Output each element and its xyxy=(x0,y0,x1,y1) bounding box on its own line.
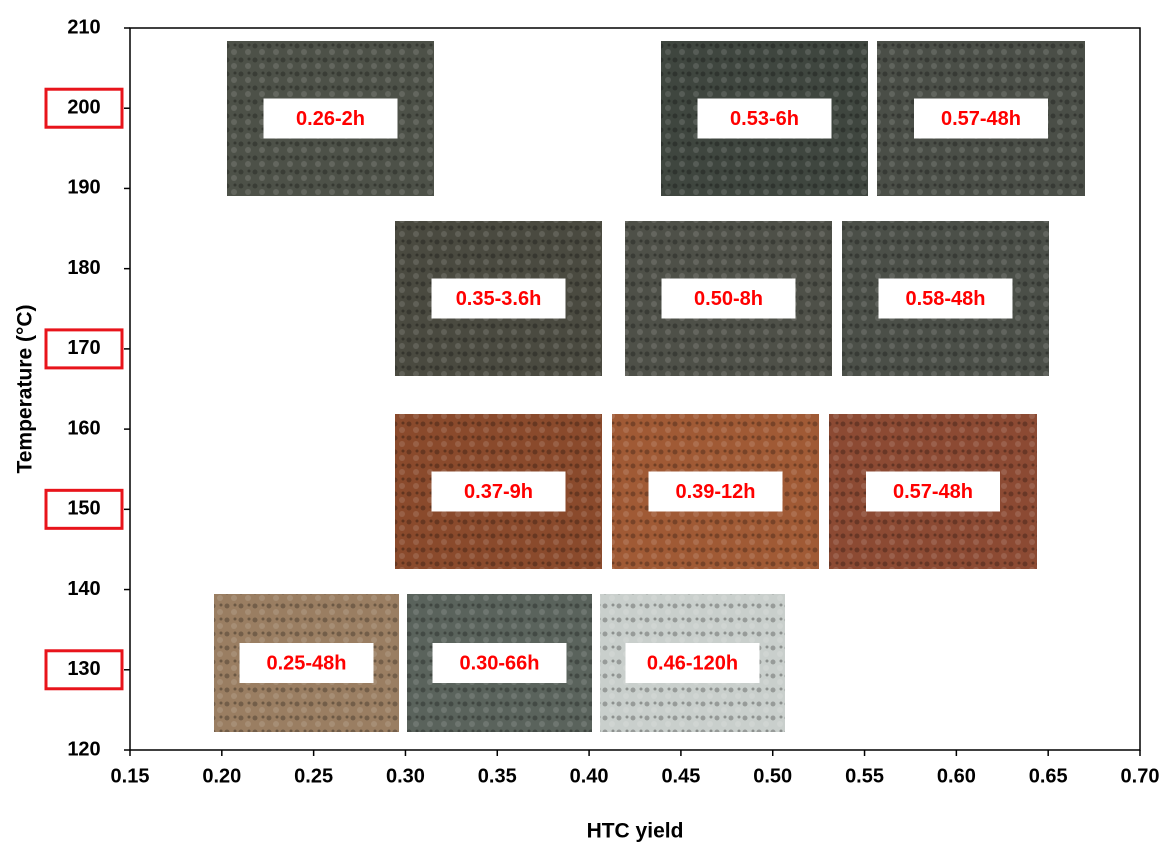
y-tick-label: 130 xyxy=(67,658,100,680)
sample-label: 0.58-48h xyxy=(905,288,985,310)
label-box xyxy=(432,643,567,683)
sample-label: 0.35-3.6h xyxy=(456,288,542,310)
x-tick-label: 0.60 xyxy=(937,765,976,787)
sample-label: 0.39-12h xyxy=(675,481,755,503)
x-tick-label: 0.50 xyxy=(753,765,792,787)
y-tick-label: 190 xyxy=(67,177,100,199)
y-tick-label: 210 xyxy=(67,16,100,38)
sample-label: 0.57-48h xyxy=(893,481,973,503)
label-box xyxy=(697,98,832,139)
label-box xyxy=(431,471,566,512)
sample-label: 0.25-48h xyxy=(266,652,346,674)
label-box xyxy=(878,278,1013,319)
y-tick-label: 120 xyxy=(67,738,100,760)
label-box xyxy=(661,278,796,319)
sample-label: 0.37-9h xyxy=(464,481,533,503)
label-box xyxy=(431,278,566,319)
y-tick-label: 160 xyxy=(67,417,100,439)
x-tick-label: 0.35 xyxy=(478,765,517,787)
tick-highlight xyxy=(44,488,124,530)
label-box xyxy=(239,643,374,683)
y-tick-label: 180 xyxy=(67,257,100,279)
y-tick-label: 140 xyxy=(67,578,100,600)
y-tick-label: 170 xyxy=(67,337,100,359)
y-tick-label: 150 xyxy=(67,498,100,520)
label-box xyxy=(914,98,1048,139)
sample-label: 0.57-48h xyxy=(941,108,1021,130)
sample-label: 0.50-8h xyxy=(694,288,763,310)
sample-label: 0.30-66h xyxy=(459,652,539,674)
tick-highlight xyxy=(44,87,124,129)
label-box xyxy=(263,98,398,139)
x-tick-label: 0.65 xyxy=(1029,765,1068,787)
plot-area xyxy=(129,27,1141,751)
label-box xyxy=(866,471,1000,512)
tick-highlight xyxy=(44,328,124,370)
x-tick-label: 0.70 xyxy=(1121,765,1160,787)
label-box xyxy=(648,471,783,512)
x-tick-label: 0.25 xyxy=(294,765,333,787)
x-tick-label: 0.55 xyxy=(845,765,884,787)
y-axis-title: Temperature (°C) xyxy=(14,304,37,473)
x-tick-label: 0.30 xyxy=(386,765,425,787)
x-axis-title: HTC yield xyxy=(587,820,684,843)
x-tick-label: 0.15 xyxy=(111,765,150,787)
x-tick-label: 0.40 xyxy=(570,765,609,787)
x-tick-label: 0.20 xyxy=(202,765,241,787)
label-box xyxy=(625,643,760,683)
sample-label: 0.53-6h xyxy=(730,108,799,130)
sample-label: 0.26-2h xyxy=(296,108,365,130)
x-tick-label: 0.45 xyxy=(661,765,700,787)
sample-label: 0.46-120h xyxy=(647,652,738,674)
tick-highlight xyxy=(44,649,124,691)
y-tick-label: 200 xyxy=(67,97,100,119)
